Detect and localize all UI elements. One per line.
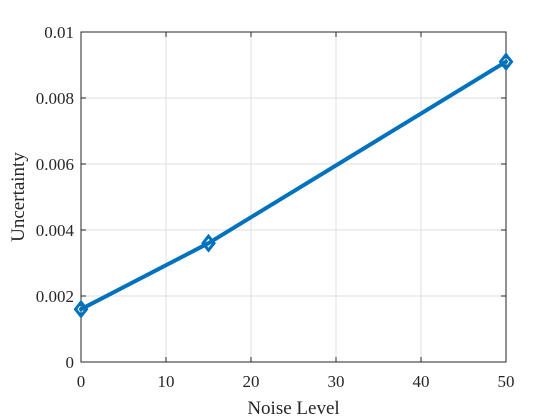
y-tick-label: 0.004	[36, 221, 75, 240]
y-tick-label: 0.008	[36, 89, 74, 108]
y-tick-label: 0.01	[44, 23, 74, 42]
x-tick-label: 10	[158, 372, 175, 391]
x-tick-label: 0	[77, 372, 86, 391]
x-tick-labels: 0 10 20 30 40 50	[77, 372, 515, 391]
plot-area-frame	[81, 32, 506, 362]
grid-lines	[81, 32, 506, 362]
series-group	[76, 55, 512, 317]
y-axis-label: Uncertainty	[8, 152, 29, 242]
x-tick-label: 50	[498, 372, 515, 391]
series-line	[81, 62, 506, 310]
y-tick-label: 0	[66, 353, 75, 372]
y-tick-label: 0.006	[36, 155, 74, 174]
tick-marks	[81, 32, 506, 362]
y-tick-labels: 0 0.002 0.004 0.006 0.008 0.01	[36, 23, 75, 372]
x-tick-label: 30	[328, 372, 345, 391]
x-axis-label: Noise Level	[247, 398, 339, 419]
x-tick-label: 40	[413, 372, 430, 391]
y-tick-label: 0.002	[36, 287, 74, 306]
x-tick-label: 20	[243, 372, 260, 391]
